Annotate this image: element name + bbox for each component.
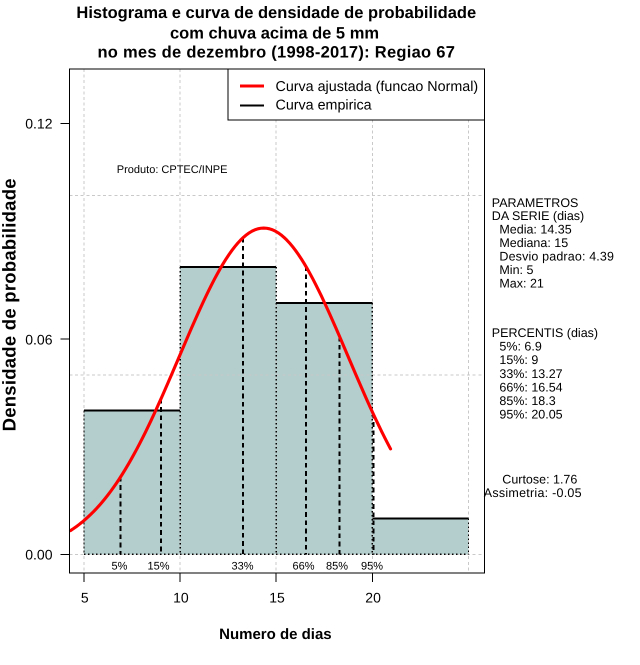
svg-text:15%: 9: 15%: 9: [499, 353, 538, 367]
svg-text:15: 15: [269, 590, 285, 606]
svg-text:PERCENTIS (dias): PERCENTIS (dias): [492, 326, 598, 340]
svg-text:Densidade de probabilidade: Densidade de probabilidade: [0, 178, 20, 431]
svg-text:66%: 66%: [292, 561, 314, 573]
svg-text:10: 10: [173, 590, 189, 606]
svg-text:20: 20: [365, 590, 381, 606]
svg-text:Desvio padrao: 4.39: Desvio padrao: 4.39: [499, 250, 614, 264]
svg-text:Histograma e curva de densidad: Histograma e curva de densidade de proba…: [76, 4, 476, 22]
svg-text:Max: 21: Max: 21: [499, 277, 544, 291]
svg-text:Mediana: 15: Mediana: 15: [499, 236, 568, 250]
svg-text:no mes de dezembro (1998-2017): no mes de dezembro (1998-2017): Regiao 6…: [97, 43, 455, 61]
svg-text:PARAMETROS: PARAMETROS: [492, 196, 579, 210]
svg-text:0.12: 0.12: [25, 115, 52, 131]
svg-text:15%: 15%: [147, 561, 169, 573]
svg-text:Media: 14.35: Media: 14.35: [499, 223, 571, 237]
svg-text:Curtose: 1.76: Curtose: 1.76: [502, 473, 577, 487]
svg-text:0.06: 0.06: [25, 331, 52, 347]
svg-text:5%: 5%: [112, 561, 128, 573]
svg-text:95%: 95%: [361, 561, 383, 573]
svg-text:85%: 18.3: 85%: 18.3: [499, 394, 555, 408]
svg-text:Numero de dias: Numero de dias: [219, 626, 332, 643]
svg-text:5%: 6.9: 5%: 6.9: [499, 340, 541, 354]
svg-text:33%: 33%: [231, 561, 253, 573]
svg-text:85%: 85%: [326, 561, 348, 573]
svg-text:5: 5: [81, 590, 89, 606]
svg-text:66%: 16.54: 66%: 16.54: [499, 380, 562, 394]
svg-text:Min: 5: Min: 5: [499, 263, 533, 277]
svg-text:Assimetria: -0.05: Assimetria: -0.05: [484, 486, 582, 500]
svg-text:Curva ajustada (funcao Normal): Curva ajustada (funcao Normal): [276, 79, 479, 95]
svg-text:Curva empirica: Curva empirica: [276, 98, 372, 114]
svg-text:33%: 13.27: 33%: 13.27: [499, 367, 562, 381]
svg-text:com chuva acima de 5 mm: com chuva acima de 5 mm: [170, 24, 379, 42]
svg-text:DA SERIE (dias): DA SERIE (dias): [492, 209, 584, 223]
svg-text:Produto: CPTEC/INPE: Produto: CPTEC/INPE: [117, 164, 228, 176]
svg-text:0.00: 0.00: [25, 547, 52, 563]
svg-text:95%: 20.05: 95%: 20.05: [499, 408, 562, 422]
